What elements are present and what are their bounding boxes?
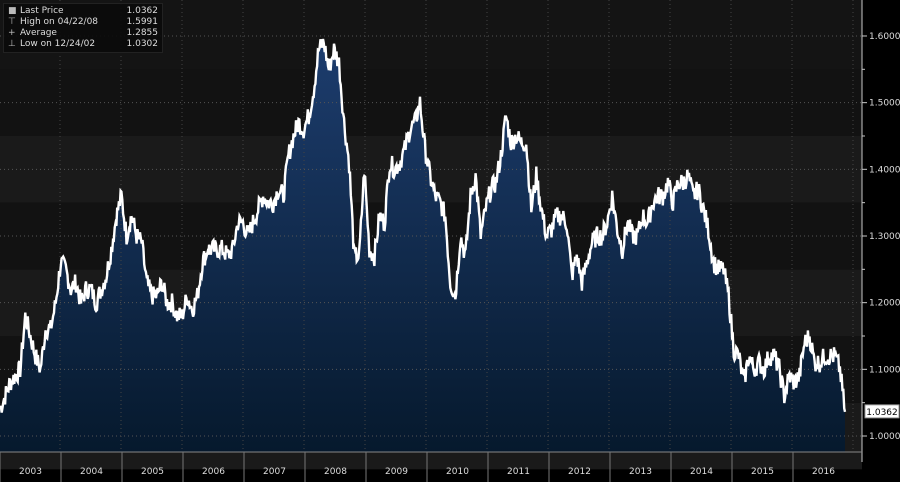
high-icon: ⊤ — [8, 17, 16, 27]
x-tick-label: 2010 — [446, 467, 469, 477]
legend-value: 1.0362 — [126, 6, 159, 16]
legend-label: Last Price — [20, 6, 64, 16]
average-icon: + — [8, 28, 16, 38]
legend-value: 1.2855 — [126, 28, 159, 38]
last-price-tag — [864, 404, 900, 419]
legend-label: High on 04/22/08 — [20, 17, 99, 27]
last-price-icon: ■ — [8, 6, 17, 16]
legend-item-high: ⊤ High on 04/22/08 1.5991 — [8, 17, 158, 28]
x-tick-label: 2007 — [263, 467, 286, 477]
x-tick-label: 2004 — [80, 467, 103, 477]
y-tick-label: 1.1000 — [869, 365, 900, 375]
legend: ■ Last Price 1.0362 ⊤ High on 04/22/08 1… — [3, 3, 163, 53]
legend-item-low: ⊥ Low on 12/24/02 1.0302 — [8, 39, 158, 50]
x-tick-label: 2008 — [324, 467, 347, 477]
x-tick-label: 2014 — [690, 467, 713, 477]
x-tick-label: 2013 — [629, 467, 652, 477]
x-tick-label: 2009 — [385, 467, 408, 477]
y-tick-label: 1.2000 — [869, 299, 900, 309]
price-area — [0, 39, 845, 452]
legend-value: 1.5991 — [126, 17, 159, 27]
y-tick-label: 1.6000 — [869, 32, 900, 42]
price-line — [0, 38, 847, 413]
x-tick-label: 2012 — [568, 467, 591, 477]
x-tick-label: 2016 — [812, 467, 835, 477]
x-tick-label: 2006 — [202, 467, 225, 477]
y-tick-label: 1.5000 — [869, 99, 900, 109]
legend-label: Low on 12/24/02 — [20, 39, 96, 49]
x-tick-label: 2011 — [507, 467, 530, 477]
y-tick-label: 1.0000 — [869, 432, 900, 442]
low-icon: ⊥ — [8, 39, 16, 49]
last-price-tag-label: 1.0362 — [866, 408, 898, 418]
legend-label: Average — [20, 28, 57, 38]
x-tick-label: 2003 — [19, 467, 42, 477]
background-band — [0, 69, 862, 136]
legend-item-average: + Average 1.2855 — [8, 28, 158, 39]
y-tick-label: 1.4000 — [869, 165, 900, 175]
x-tick-label: 2015 — [751, 467, 774, 477]
legend-item-last-price: ■ Last Price 1.0362 — [8, 6, 158, 17]
legend-value: 1.0302 — [126, 39, 159, 49]
y-tick-label: 1.3000 — [869, 232, 900, 242]
x-tick-label: 2005 — [141, 467, 164, 477]
